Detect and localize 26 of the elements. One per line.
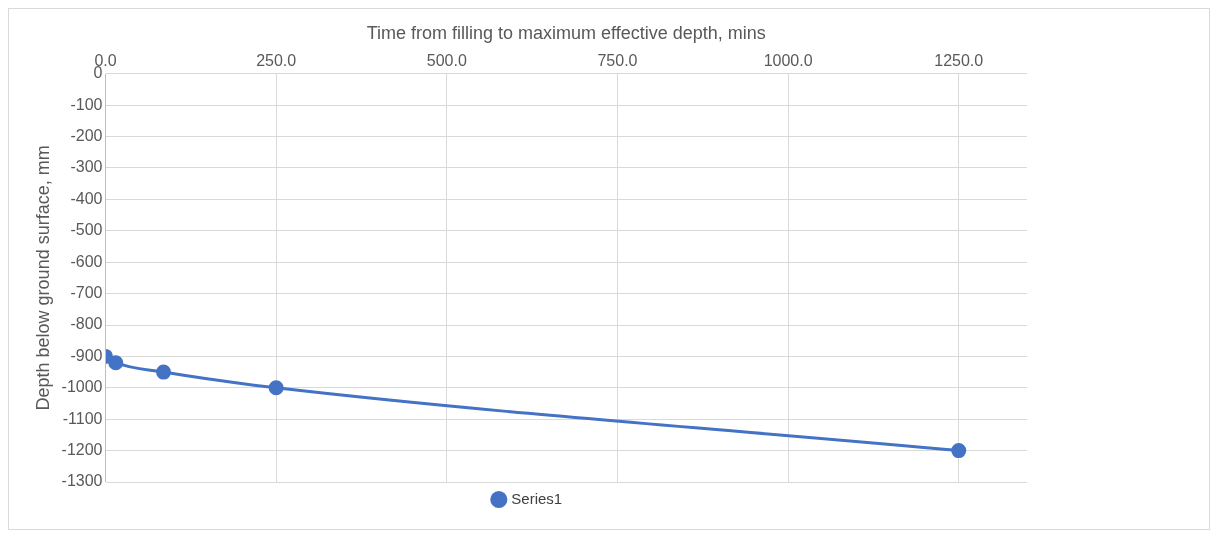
y-tick-label: -900 [70, 346, 103, 364]
y-tick-label: -500 [70, 221, 103, 239]
y-tick-label: -1100 [62, 409, 103, 427]
y-tick-label: -1000 [61, 378, 103, 396]
y-tick-label: -300 [70, 158, 103, 176]
y-tick-label: -100 [70, 95, 103, 113]
y-tick-label: -200 [70, 127, 103, 145]
point [156, 364, 172, 380]
y-tick-label: -1200 [61, 441, 103, 459]
y-tick-label: 0 [93, 64, 103, 82]
x-tick-label: 750.0 [597, 51, 638, 69]
point [108, 355, 124, 371]
x-axis-title: Time from filling to maximum effective depth, mins [366, 22, 766, 43]
y-tick-label: -600 [70, 252, 103, 270]
legend-label: Series1 [511, 489, 563, 507]
point [951, 443, 967, 459]
y-axis-title: Depth below ground surface, mm [32, 145, 53, 411]
y-tick-label: -700 [70, 284, 103, 302]
x-tick-label: 1250.0 [934, 51, 984, 69]
y-tick-label: -400 [70, 189, 103, 207]
x-tick-label: 500.0 [426, 51, 467, 69]
x-tick-label: 250.0 [256, 51, 297, 69]
y-tick-label: -1300 [61, 472, 103, 490]
x-tick-label: 1000.0 [763, 51, 813, 69]
y-tick-label: -800 [70, 315, 103, 333]
point [268, 380, 284, 396]
